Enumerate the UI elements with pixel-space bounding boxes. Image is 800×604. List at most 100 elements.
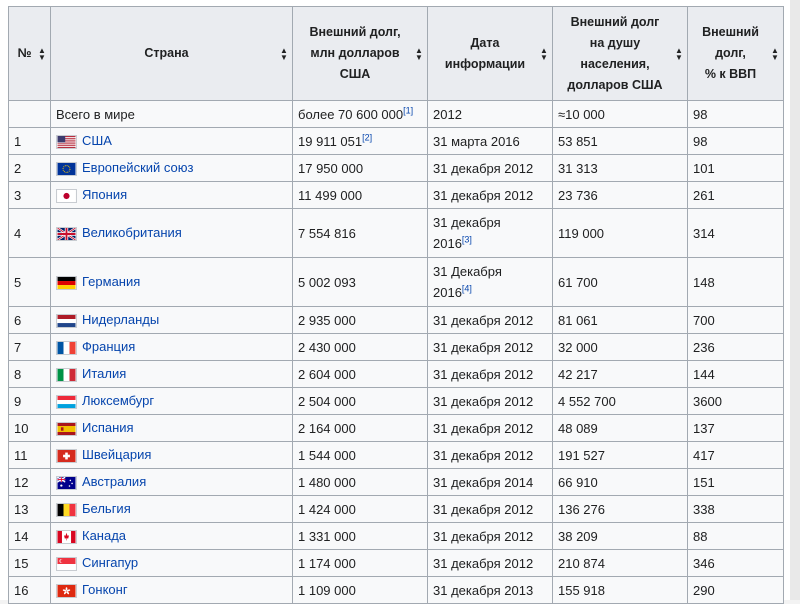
scroll-gutter (790, 0, 800, 600)
country-link[interactable]: Сингапур (82, 555, 139, 570)
col-header-country[interactable]: Страна ▲ ▼ (50, 6, 293, 101)
date-cell: 31 Декабря 2016[4] (427, 257, 553, 307)
debt-cell: 2 935 000 (292, 306, 428, 334)
debt-cell: 1 109 000 (292, 576, 428, 604)
switzerland-flag (56, 449, 77, 463)
per-capita-cell: 4 552 700 (552, 387, 688, 415)
country-cell: Франция (50, 333, 293, 361)
col-header-pct-gdp[interactable]: Внешний долг, % к ВВП ▲ ▼ (687, 6, 784, 101)
pct-gdp-cell: 98 (687, 127, 784, 155)
debt-cell: 1 544 000 (292, 441, 428, 469)
country-cell: Люксембург (50, 387, 293, 415)
country-cell: Европейский союз (50, 154, 293, 182)
sort-icon: ▲ ▼ (38, 45, 46, 62)
country-cell: Япония (50, 181, 293, 209)
per-capita-cell: 23 736 (552, 181, 688, 209)
date-cell: 31 марта 2016 (427, 127, 553, 155)
table-row: 1 США 19 911 051[2] 31 марта 2016 53 851 98 (8, 127, 784, 155)
country-link[interactable]: Нидерланды (82, 312, 160, 327)
reference-link[interactable]: [2] (362, 132, 373, 143)
uk-flag (56, 227, 77, 241)
reference-link[interactable]: [3] (461, 234, 472, 245)
hongkong-flag (56, 584, 77, 598)
per-capita-cell: 48 089 (552, 414, 688, 442)
pct-gdp-cell: 137 (687, 414, 784, 442)
country-cell: Италия (50, 360, 293, 388)
col-header-per-capita[interactable]: Внешний долг на душу населения, долларов… (552, 6, 688, 101)
country-link[interactable]: Италия (82, 366, 127, 381)
external-debt-table: № ▲ ▼ Страна ▲ ▼ Внешний долг, млн долларов … (8, 6, 784, 604)
table-row: 8 Италия 2 604 000 31 декабря 2012 42 217 144 (8, 360, 784, 388)
debt-cell: 2 430 000 (292, 333, 428, 361)
country-link[interactable]: Европейский союз (82, 160, 194, 175)
pct-gdp-cell: 236 (687, 333, 784, 361)
debt-cell: 2 604 000 (292, 360, 428, 388)
country-link[interactable]: Великобритания (82, 225, 182, 240)
row-number: 8 (8, 360, 51, 388)
row-number: 1 (8, 127, 51, 155)
reference-link[interactable]: [1] (403, 105, 414, 116)
pct-gdp-cell: 144 (687, 360, 784, 388)
country-cell: Бельгия (50, 495, 293, 523)
country-link[interactable]: США (82, 133, 112, 148)
date-cell: 31 декабря 2012 (427, 387, 553, 415)
country-link[interactable]: Испания (82, 420, 134, 435)
per-capita-cell: 31 313 (552, 154, 688, 182)
date-cell: 2012 (427, 100, 553, 128)
table-row: 15 Сингапур 1 174 000 31 декабря 2012 210 87… (8, 549, 784, 577)
pct-gdp-cell: 700 (687, 306, 784, 334)
country-link[interactable]: Люксембург (82, 393, 155, 408)
date-cell: 31 декабря 2014 (427, 468, 553, 496)
country-link[interactable]: Япония (82, 187, 128, 202)
country-link[interactable]: Германия (82, 274, 141, 289)
country-link[interactable]: Канада (82, 528, 127, 543)
col-header-date[interactable]: Дата информации ▲ ▼ (427, 6, 553, 101)
table-row: 3 Япония 11 499 000 31 декабря 2012 23 736 26… (8, 181, 784, 209)
per-capita-cell: 191 527 (552, 441, 688, 469)
date-text: 31 Декабря 2016[4] (433, 261, 502, 303)
row-number: 2 (8, 154, 51, 182)
country-cell: Сингапур (50, 549, 293, 577)
date-text: 31 декабря 2016[3] (433, 212, 501, 254)
country-link[interactable]: Франция (82, 339, 136, 354)
row-number: 4 (8, 208, 51, 258)
date-cell: 31 декабря 2012 (427, 441, 553, 469)
table-row: 14 Канада 1 331 000 31 декабря 2012 38 209 88 (8, 522, 784, 550)
per-capita-cell: 53 851 (552, 127, 688, 155)
table-row: 16 Гонконг 1 109 000 31 декабря 2013 155 918… (8, 576, 784, 604)
country-link[interactable]: Швейцария (82, 447, 152, 462)
country-cell: Всего в мире (50, 100, 293, 128)
pct-gdp-cell: 290 (687, 576, 784, 604)
date-cell: 31 декабря 2013 (427, 576, 553, 604)
pct-gdp-cell: 346 (687, 549, 784, 577)
table-row: 4 Великобритания 7 554 816 31 декабря 2016[3… (8, 208, 784, 258)
col-header-debt[interactable]: Внешний долг, млн долларов США ▲ ▼ (292, 6, 428, 101)
country-link[interactable]: Бельгия (82, 501, 131, 516)
date-cell: 31 декабря 2012 (427, 181, 553, 209)
debt-cell: более 70 600 000[1] (292, 100, 428, 128)
row-number: 12 (8, 468, 51, 496)
debt-cell: 7 554 816 (292, 208, 428, 258)
row-number: 9 (8, 387, 51, 415)
table-row: 10 Испания 2 164 000 31 декабря 2012 48 089 1… (8, 414, 784, 442)
country-cell: Нидерланды (50, 306, 293, 334)
per-capita-cell: 119 000 (552, 208, 688, 258)
country-cell: Канада (50, 522, 293, 550)
date-cell: 31 декабря 2012 (427, 549, 553, 577)
pct-gdp-cell: 151 (687, 468, 784, 496)
country-link[interactable]: Австралия (82, 474, 147, 489)
row-number: 5 (8, 257, 51, 307)
row-number: 16 (8, 576, 51, 604)
col-header-number[interactable]: № ▲ ▼ (8, 6, 51, 101)
row-number: 6 (8, 306, 51, 334)
per-capita-cell: 66 910 (552, 468, 688, 496)
country-link[interactable]: Гонконг (82, 582, 128, 597)
debt-cell: 1 480 000 (292, 468, 428, 496)
date-cell: 31 декабря 2016[3] (427, 208, 553, 258)
pct-gdp-cell: 314 (687, 208, 784, 258)
netherlands-flag (56, 314, 77, 328)
date-value: 31 Декабря 2016 (433, 264, 502, 300)
reference-link[interactable]: [4] (461, 283, 472, 294)
country-cell: Испания (50, 414, 293, 442)
